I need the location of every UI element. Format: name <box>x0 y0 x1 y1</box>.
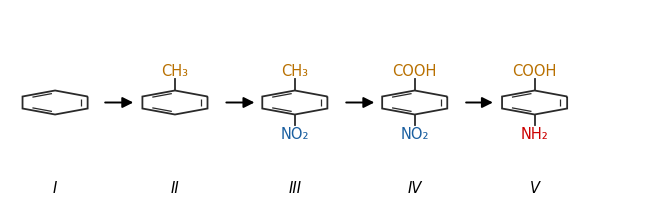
Text: I: I <box>53 180 57 195</box>
Text: V: V <box>529 180 540 195</box>
Text: IV: IV <box>408 180 422 195</box>
Text: NH₂: NH₂ <box>521 126 548 141</box>
Text: NO₂: NO₂ <box>400 126 429 141</box>
Text: CH₃: CH₃ <box>281 64 308 79</box>
Text: NO₂: NO₂ <box>281 126 309 141</box>
Text: III: III <box>288 180 301 195</box>
Text: II: II <box>170 180 179 195</box>
Text: CH₃: CH₃ <box>161 64 189 79</box>
Text: COOH: COOH <box>513 64 557 79</box>
Text: COOH: COOH <box>393 64 437 79</box>
